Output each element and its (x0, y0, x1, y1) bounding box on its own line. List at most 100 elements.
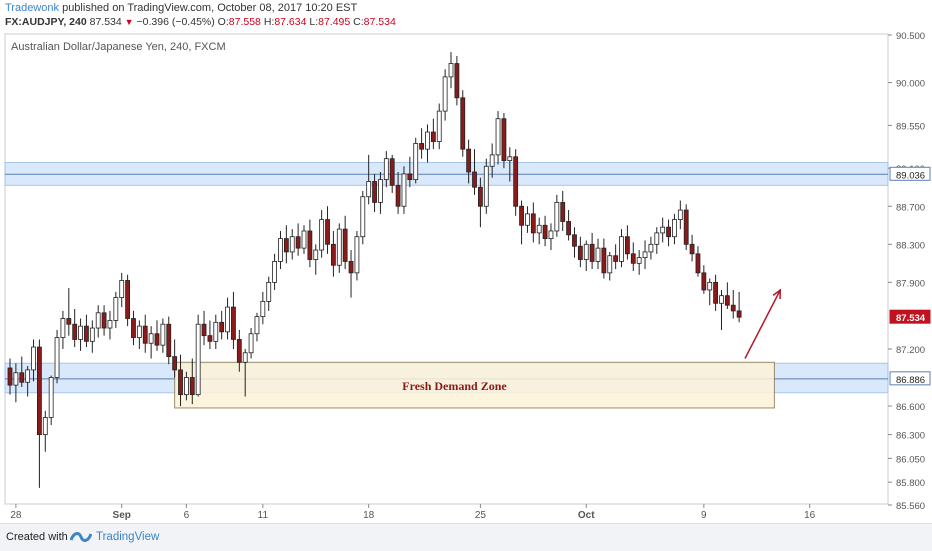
candle-up (136, 325, 142, 338)
arrow-shaft (744, 289, 781, 359)
tradingview-brand[interactable]: TradingView (96, 531, 160, 543)
candle-up (25, 369, 31, 383)
y-tick-label: 85.800 (896, 478, 925, 489)
candle-down (519, 205, 524, 226)
open-value: 87.558 (228, 16, 261, 28)
y-tick-label: 86.300 (896, 431, 925, 442)
candle-down (724, 295, 730, 306)
candle-up (719, 295, 724, 304)
candle-up (336, 228, 342, 266)
candle-down (736, 310, 742, 318)
candle-down (219, 321, 225, 333)
candle-up (278, 238, 283, 262)
candle-down (37, 346, 42, 435)
candle-down (513, 156, 519, 207)
candle-up (677, 209, 683, 220)
candle-down (589, 243, 595, 262)
candle-down (236, 339, 242, 363)
candle-up (554, 202, 560, 232)
high-label: H: (263, 16, 275, 28)
candle-down (66, 318, 72, 325)
arrow-head-icon (772, 288, 782, 299)
candle-up (366, 181, 372, 198)
candle-down (201, 323, 207, 337)
price-tag-label: 89.036 (896, 170, 925, 181)
candle-up (248, 333, 254, 354)
candle-up (648, 243, 654, 253)
candle-down (283, 238, 289, 253)
candle-down (84, 325, 89, 342)
candle-up (148, 333, 154, 344)
candle-up (536, 224, 542, 234)
x-tick-label: 6 (184, 510, 190, 521)
candle-up (254, 316, 260, 335)
x-tick-label: 16 (804, 510, 816, 521)
y-tick-label: 90.500 (896, 31, 925, 42)
candle-up (225, 306, 230, 333)
candle-up (654, 232, 660, 245)
chart-title: Australian Dollar/Japanese Yen, 240, FXC… (11, 41, 226, 53)
open-label: O: (217, 16, 229, 28)
published-text: published on TradingView.com, October 08… (59, 2, 358, 14)
candle-down (419, 143, 425, 150)
x-tick-label: 28 (10, 510, 22, 521)
candle-up (107, 320, 113, 329)
candle-up (160, 323, 166, 346)
candle-down (695, 253, 701, 274)
down-arrow-icon: ▼ (124, 17, 134, 27)
candle-down (601, 247, 607, 274)
candle-up (378, 179, 383, 203)
x-tick-label: 25 (475, 510, 487, 521)
candle-down (189, 377, 195, 396)
close-label: C: (353, 16, 364, 28)
candle-down (307, 230, 313, 260)
candlestick-chart[interactable]: Australian Dollar/Japanese Yen, 240, FXC… (0, 30, 932, 522)
candle-down (460, 97, 466, 150)
candle-down (72, 323, 78, 340)
candle-up (642, 251, 648, 259)
last-price-tag (889, 309, 931, 324)
candle-up (54, 337, 60, 378)
candle-down (231, 306, 236, 340)
candle-down (466, 148, 472, 173)
candle-down (178, 369, 183, 396)
candle-down (572, 234, 577, 247)
y-tick-label: 88.300 (896, 240, 925, 251)
x-tick-label: 11 (258, 510, 269, 521)
band-price-tag (889, 371, 931, 386)
candle-up (507, 156, 513, 161)
low-value: 87.495 (318, 16, 351, 28)
x-tick-label: 9 (701, 510, 707, 521)
created-with-text: Created with (6, 531, 68, 543)
low-label: L: (309, 16, 319, 28)
candle-up (266, 281, 272, 302)
candle-down (389, 158, 395, 186)
candle-down (372, 181, 377, 203)
candle-up (213, 321, 219, 342)
close-value: 87.534 (363, 16, 396, 28)
candle-down (689, 243, 695, 255)
y-tick-label: 88.700 (896, 202, 925, 213)
candle-up (119, 280, 125, 298)
candle-down (683, 209, 689, 245)
candle-up (48, 377, 54, 418)
candle-up (319, 219, 325, 251)
author-link[interactable]: Tradewonk (5, 2, 60, 14)
candle-down (630, 253, 636, 264)
candle-down (131, 318, 136, 338)
candle-down (577, 245, 583, 260)
y-tick-label: 86.050 (896, 454, 925, 465)
candle-down (342, 228, 348, 262)
candle-up (413, 143, 419, 181)
band-price-tag (889, 166, 931, 181)
candle-down (325, 219, 330, 245)
candle-up (95, 312, 101, 329)
candle-up (301, 230, 307, 249)
candle-up (442, 76, 448, 112)
candle-up (31, 346, 36, 371)
demand-zone-box (174, 361, 775, 409)
candle-down (172, 356, 178, 371)
candle-up (707, 281, 713, 291)
tradingview-logo-icon[interactable] (70, 528, 92, 546)
candle-up (383, 158, 389, 181)
